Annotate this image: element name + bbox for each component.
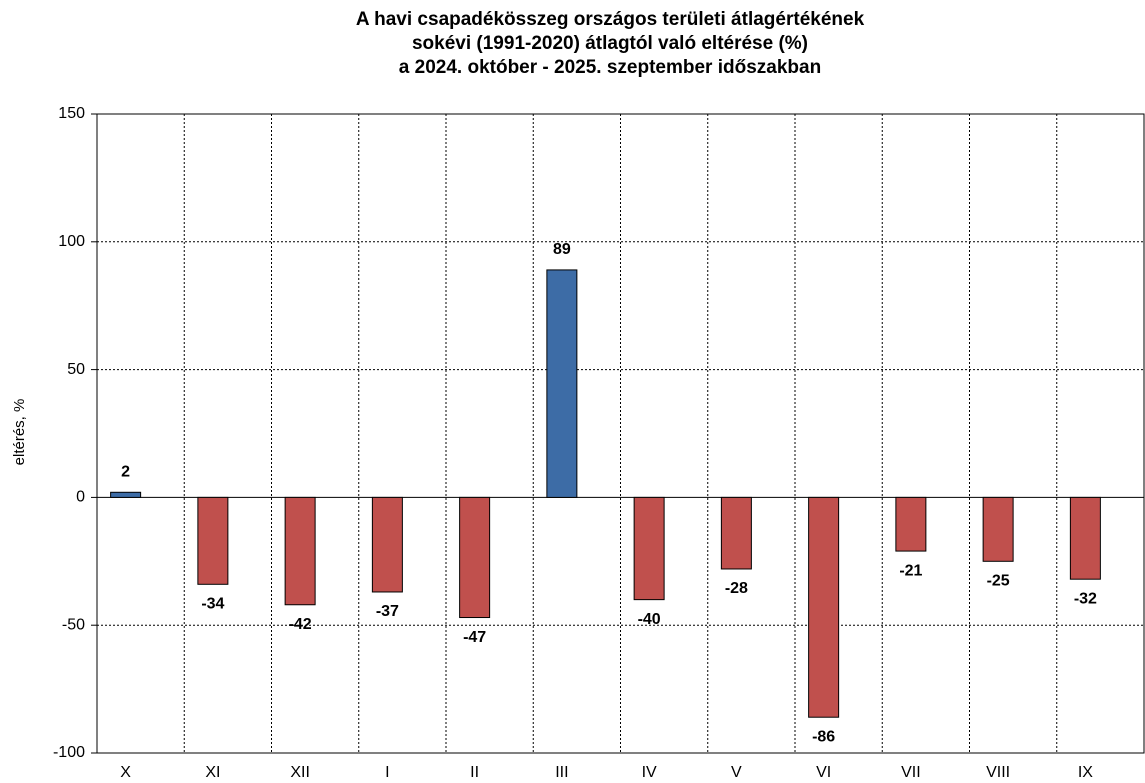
value-label: -21 — [899, 562, 922, 579]
y-tick-label: 150 — [58, 105, 85, 122]
value-label: -42 — [289, 616, 312, 633]
bar — [546, 269, 578, 498]
value-label: -34 — [201, 596, 224, 613]
chart-title: sokévi (1991-2020) átlagtól való eltérés… — [412, 33, 808, 54]
x-tick-label: III — [555, 764, 568, 781]
value-label: -37 — [376, 603, 399, 620]
bar — [720, 496, 752, 570]
x-tick-label: X — [120, 764, 131, 781]
x-tick-label: XI — [205, 764, 220, 781]
chart-title: A havi csapadékösszeg országos területi … — [356, 9, 865, 30]
x-tick-label: IV — [642, 764, 657, 781]
chart-title: a 2024. október - 2025. szeptember idősz… — [399, 57, 821, 78]
x-tick-label: IX — [1078, 764, 1093, 781]
bar — [633, 496, 665, 601]
y-tick-label: 100 — [58, 233, 85, 250]
value-label: -47 — [463, 629, 486, 646]
bar — [895, 496, 927, 552]
bar — [1069, 496, 1101, 580]
y-tick-label: -100 — [53, 744, 85, 761]
bar — [982, 496, 1014, 562]
value-label: -40 — [638, 611, 661, 628]
y-tick-label: 50 — [67, 361, 85, 378]
bar — [110, 491, 142, 498]
bar — [808, 496, 840, 718]
value-label: -28 — [725, 580, 748, 597]
value-label: -32 — [1074, 590, 1097, 607]
x-tick-label: VII — [901, 764, 921, 781]
bar — [459, 496, 491, 619]
x-tick-label: II — [470, 764, 479, 781]
value-label: 2 — [121, 464, 130, 481]
y-tick-label: 0 — [76, 489, 85, 506]
y-tick-label: -50 — [62, 616, 85, 633]
y-axis-label: eltérés, % — [11, 399, 28, 466]
x-tick-label: V — [731, 764, 742, 781]
x-tick-label: VIII — [986, 764, 1010, 781]
bar — [284, 496, 316, 606]
x-tick-label: I — [385, 764, 389, 781]
plot-area — [96, 113, 1145, 754]
bar — [371, 496, 403, 593]
value-label: -86 — [812, 728, 835, 745]
x-tick-label: XII — [290, 764, 310, 781]
x-tick-label: VI — [816, 764, 831, 781]
value-label: 89 — [553, 241, 571, 258]
bar — [197, 496, 229, 585]
value-label: -25 — [987, 573, 1010, 590]
